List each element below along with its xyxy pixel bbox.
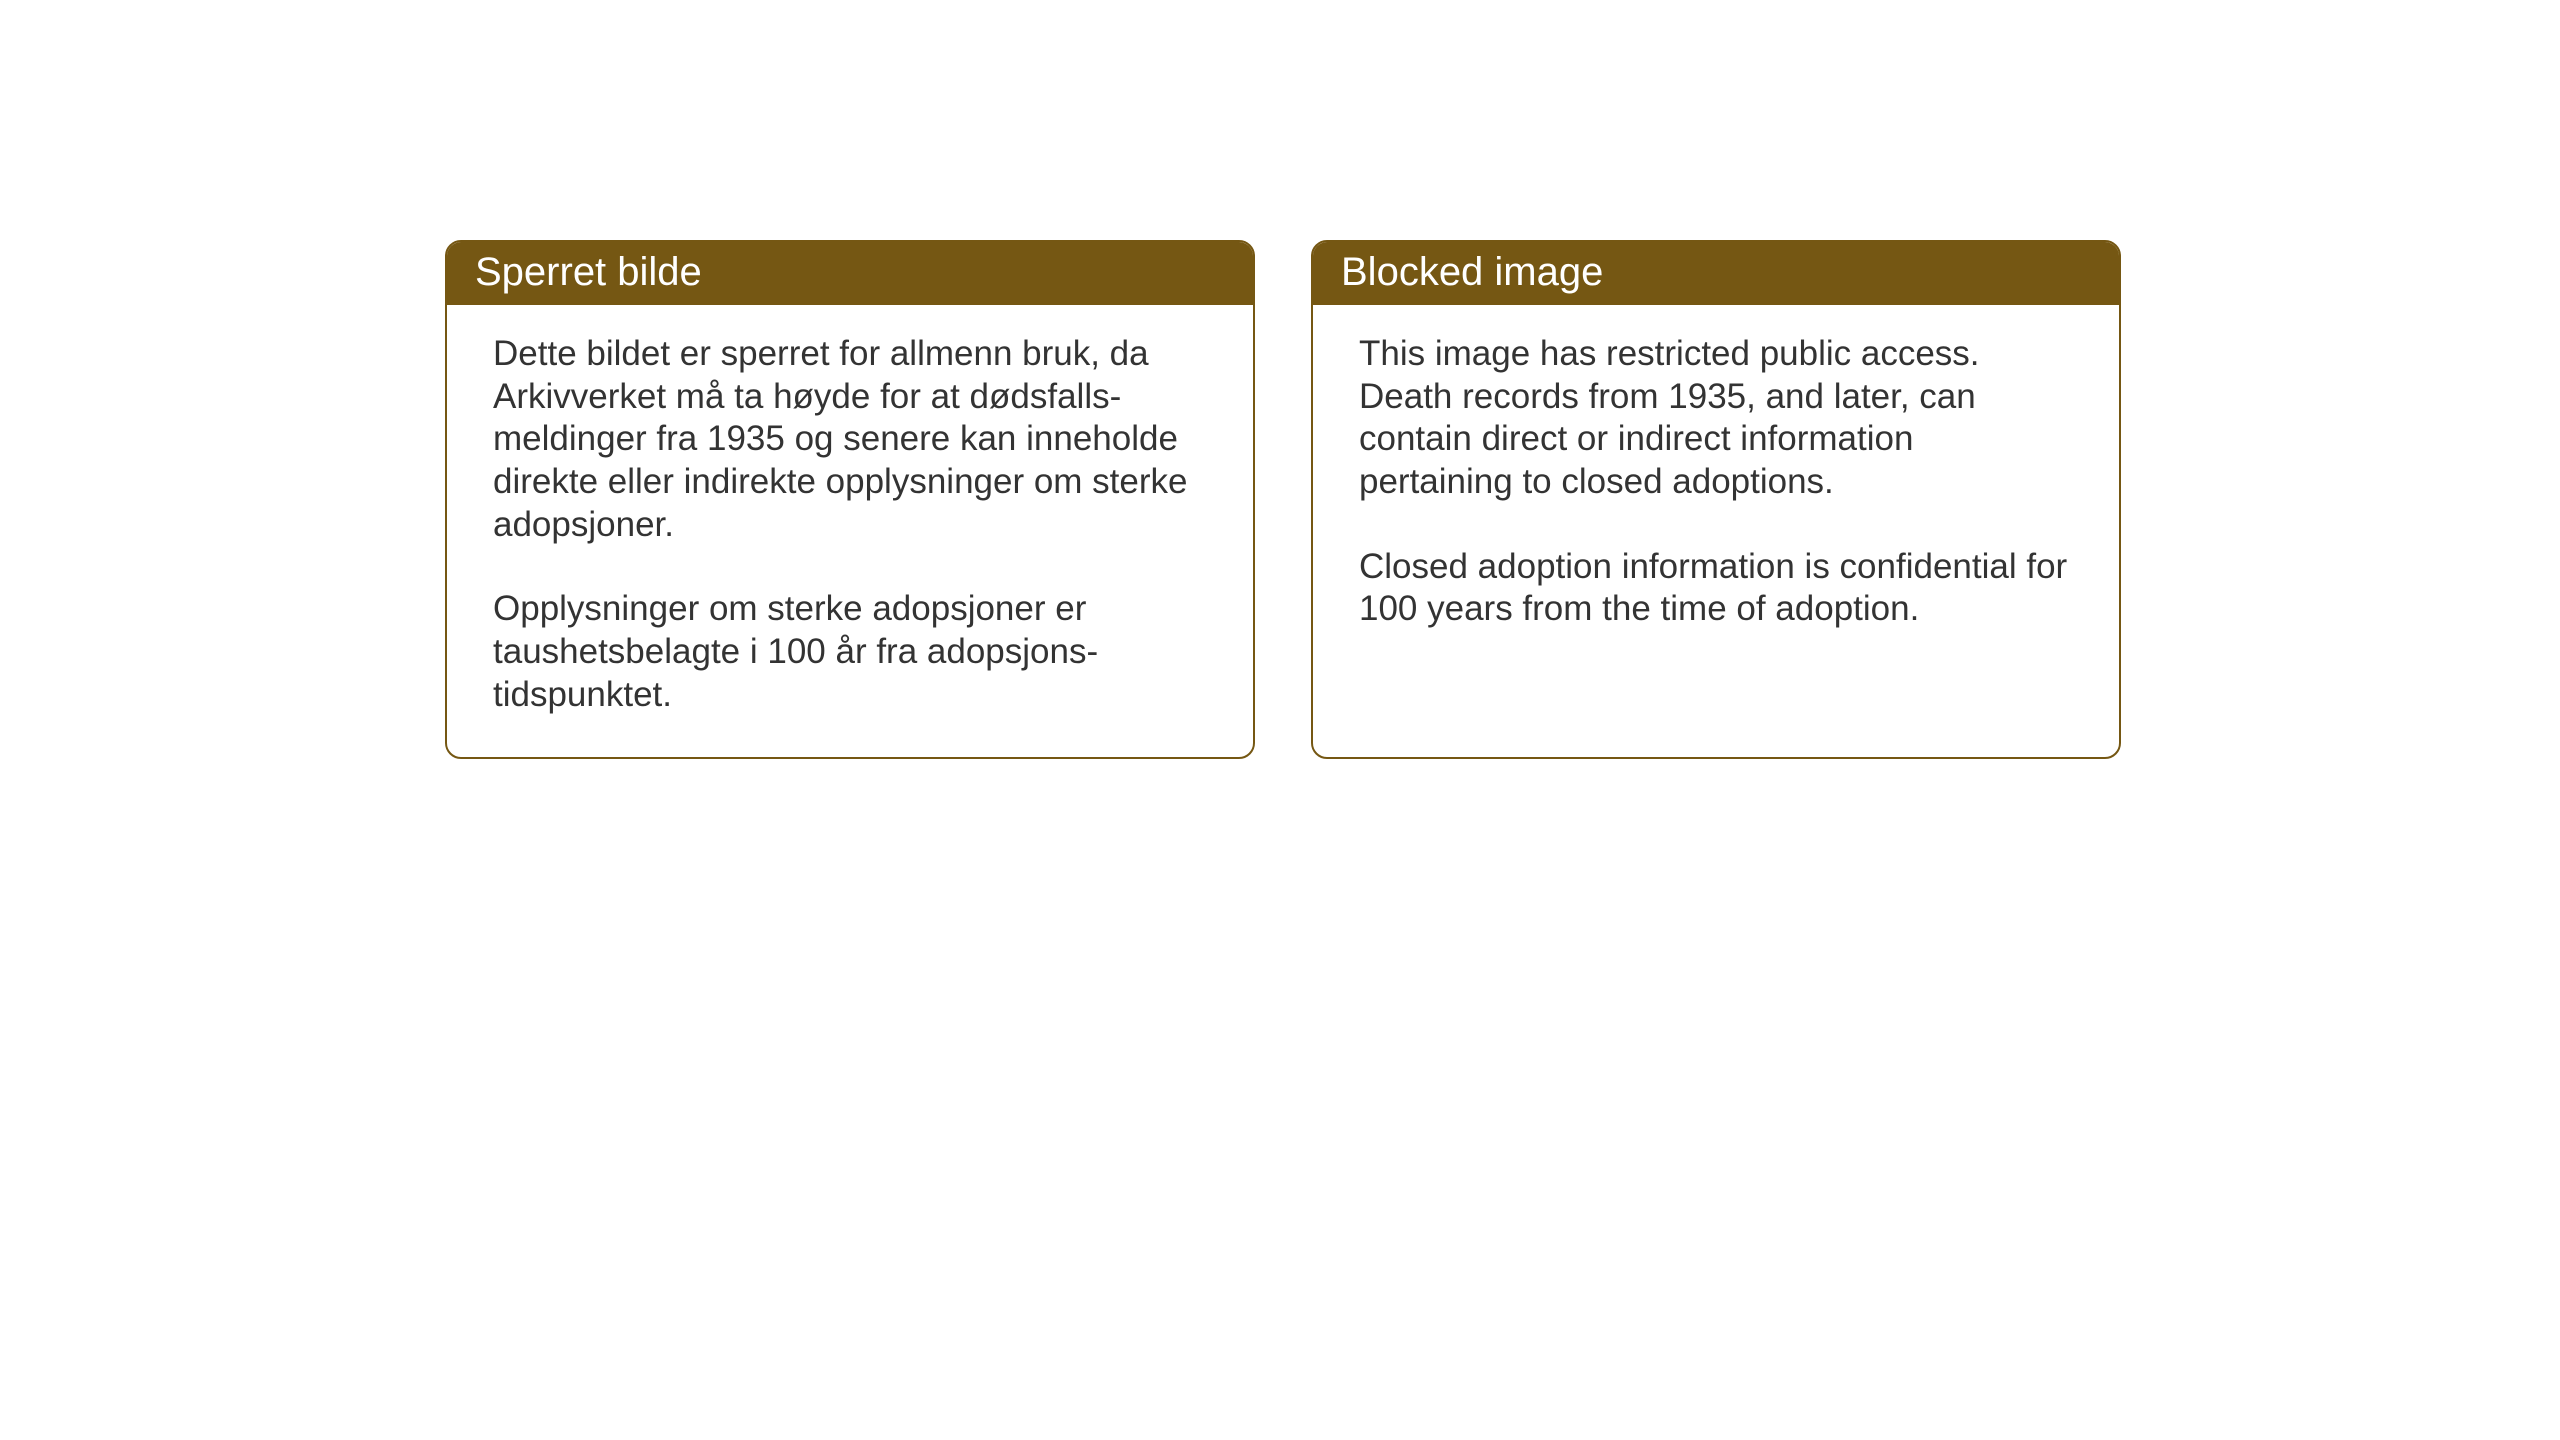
norwegian-paragraph-2: Opplysninger om sterke adopsjoner er tau…: [493, 588, 1207, 716]
english-notice-card: Blocked image This image has restricted …: [1311, 240, 2121, 759]
english-notice-body: This image has restricted public access.…: [1313, 305, 2119, 750]
english-notice-header: Blocked image: [1313, 242, 2119, 305]
notice-container: Sperret bilde Dette bildet er sperret fo…: [445, 240, 2121, 759]
norwegian-notice-body: Dette bildet er sperret for allmenn bruk…: [447, 305, 1253, 757]
norwegian-notice-card: Sperret bilde Dette bildet er sperret fo…: [445, 240, 1255, 759]
english-paragraph-1: This image has restricted public access.…: [1359, 333, 2073, 504]
norwegian-paragraph-1: Dette bildet er sperret for allmenn bruk…: [493, 333, 1207, 546]
norwegian-notice-header: Sperret bilde: [447, 242, 1253, 305]
english-paragraph-2: Closed adoption information is confident…: [1359, 546, 2073, 631]
